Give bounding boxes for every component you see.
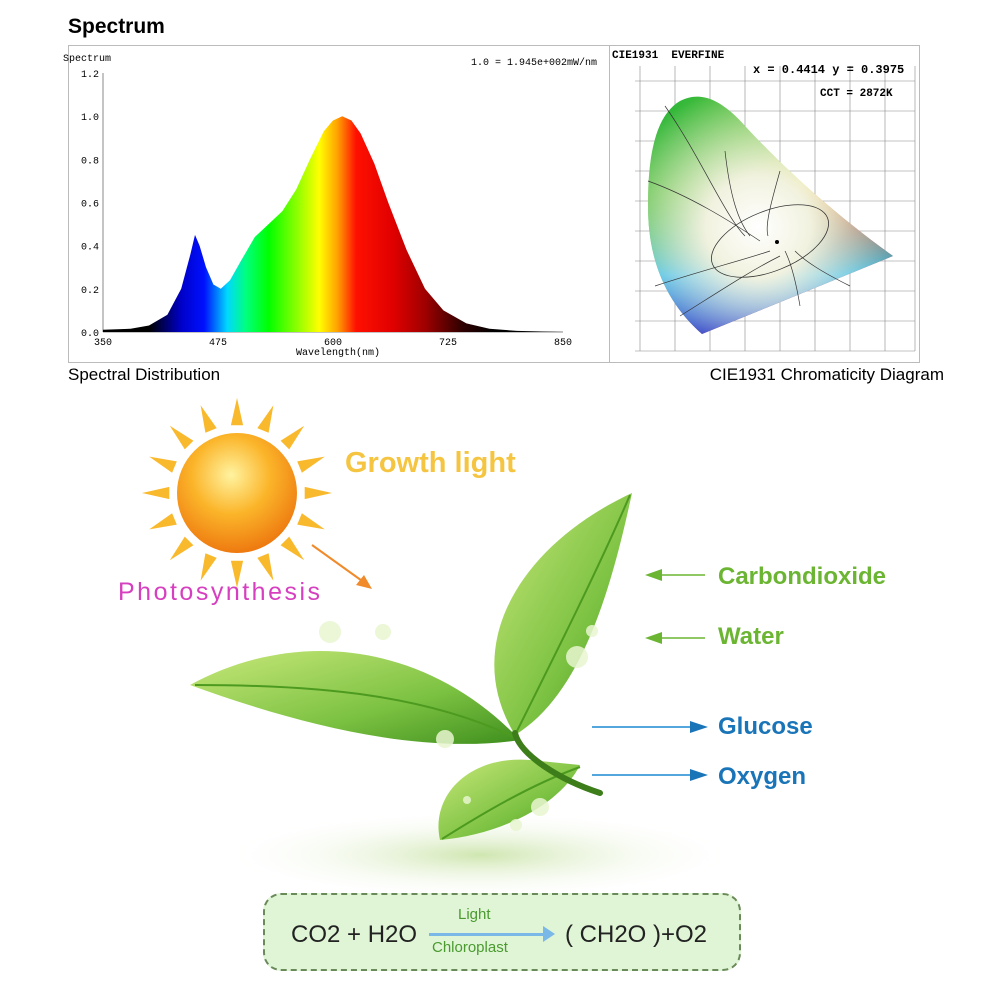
sun-ray [169, 536, 194, 561]
y-tick-label: 0.8 [81, 156, 99, 167]
sun-ray [149, 513, 177, 530]
sun-ray [280, 425, 305, 450]
spectrum-area [103, 116, 563, 332]
sun-ray [257, 553, 274, 581]
y-tick-label: 0.6 [81, 200, 99, 211]
input-carbondioxide: Carbondioxide [718, 563, 887, 590]
sun-ray [304, 486, 332, 500]
sun-icon [142, 398, 332, 588]
output-glucose: Glucose [718, 713, 813, 740]
sun-ray [169, 425, 194, 450]
sun-ray [142, 486, 170, 500]
cie-coordinates: x = 0.4414 y = 0.3975 [753, 63, 905, 77]
sun-ray [230, 398, 244, 426]
input-water: Water [718, 623, 784, 650]
y-tick-label: 1.0 [81, 113, 99, 124]
growth-light-label: Growth light [345, 447, 516, 479]
chromaticity-diagram [635, 66, 916, 352]
x-axis-label: Wavelength(nm) [296, 348, 381, 359]
y-tick-label: 0.4 [81, 243, 99, 254]
photosynthesis-illustration [142, 398, 740, 900]
x-tick-label: 850 [554, 338, 572, 349]
sun-ray [200, 553, 217, 581]
chart-title: Spectrum [63, 54, 112, 65]
spectrum-plot: 0.0 0.2 0.4 0.6 0.8 1.0 1.2 350 475 600 725 850 [81, 70, 572, 349]
photosynthesis-label: Photosynthesis [118, 578, 323, 606]
sun-ray [280, 536, 305, 561]
y-tick-label: 0.0 [81, 329, 99, 340]
page-title: Spectrum [68, 15, 165, 38]
cie-diagram: CIE1931 EVERFINE x = 0.4414 y = 0.3975 C… [610, 45, 920, 363]
x-tick-label: 725 [439, 338, 457, 349]
equation-light: Light [458, 906, 491, 923]
caption-spectral-distribution: Spectral Distribution [68, 365, 221, 384]
sun-ray [200, 405, 217, 433]
x-tick-label: 475 [209, 338, 227, 349]
equation-products: ( CH2O )+O2 [565, 921, 708, 948]
arrow-head-icon [543, 926, 555, 942]
x-tick-label: 350 [94, 338, 112, 349]
leaf-icon [190, 493, 632, 840]
sun-ray [297, 456, 325, 473]
cie-cct: CCT = 2872K [820, 88, 893, 100]
sun-ray [149, 456, 177, 473]
y-tick-label: 0.2 [81, 286, 99, 297]
sun-ray [257, 405, 274, 433]
spectrum-chart: 0.0 0.2 0.4 0.6 0.8 1.0 1.2 350 475 600 725 850 Spe… [63, 45, 610, 363]
y-tick-label: 1.2 [81, 70, 99, 81]
equation-reactants: CO2 + H2O [291, 921, 418, 948]
equation-box: CO2 + H2O Light Chloroplast ( CH2O )+O2 [263, 893, 741, 971]
sun-ray [297, 513, 325, 530]
cie-title: CIE1931 EVERFINE [612, 50, 725, 62]
output-oxygen: Oxygen [718, 763, 807, 790]
chart-annotation: 1.0 = 1.945e+002mW/nm [470, 58, 597, 69]
caption-cie-diagram: CIE1931 Chromaticity Diagram [709, 365, 944, 384]
x-tick-label: 600 [324, 338, 342, 349]
equation-chloroplast: Chloroplast [432, 939, 508, 956]
reaction-arrow [429, 933, 551, 936]
sun-ray [230, 560, 244, 588]
